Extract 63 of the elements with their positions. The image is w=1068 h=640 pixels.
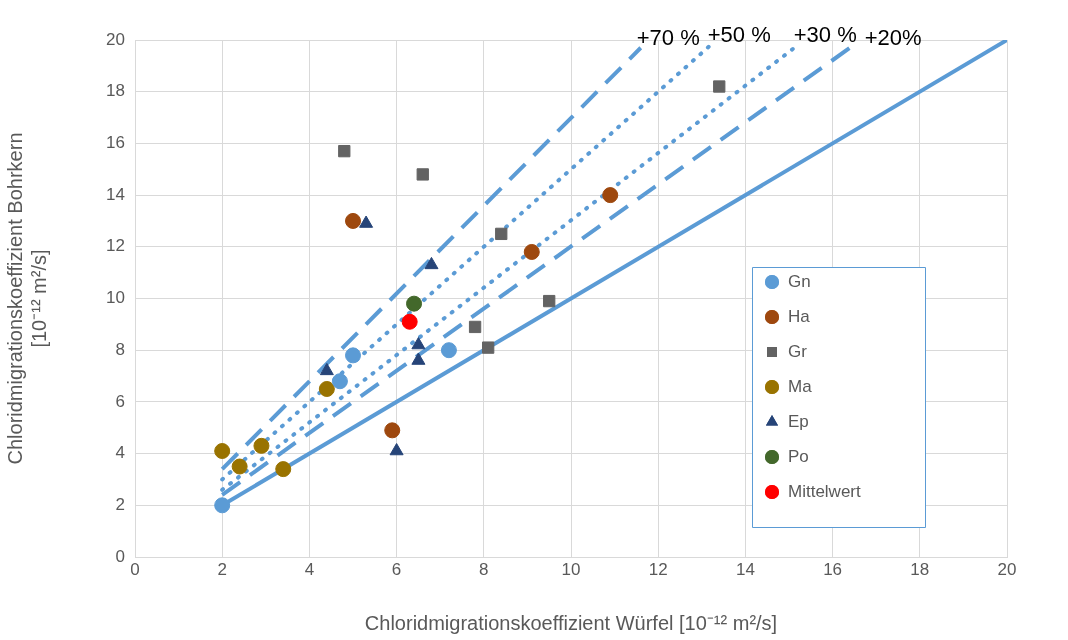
x-tick-label: 18 [910, 559, 930, 579]
x-tick-label: 8 [479, 559, 489, 579]
point [214, 497, 231, 514]
x-tick-label: 6 [391, 559, 402, 579]
annotation: +50 % [707, 22, 771, 48]
point [345, 347, 361, 364]
x-tick-label: 12 [648, 559, 668, 579]
point [253, 437, 270, 454]
x-tick-label: 20 [997, 559, 1017, 579]
point [389, 443, 404, 456]
point [359, 215, 374, 228]
point [602, 187, 619, 204]
y-tick-label: 0 [115, 546, 125, 566]
x-tick-label: 0 [130, 559, 140, 579]
point [416, 168, 429, 181]
point [338, 145, 351, 158]
y-tick-label: 16 [106, 133, 125, 153]
point [713, 80, 726, 93]
point [543, 294, 556, 308]
x-tick-label: 10 [561, 559, 581, 579]
point [319, 362, 334, 376]
y-axis-title: Chloridmigrationskoeffizient Bohrkern [10⁻¹² m²/s] [3, 132, 50, 465]
y-tick-label: 8 [115, 339, 125, 359]
point [523, 243, 540, 260]
y-tick-label: 20 [106, 29, 125, 49]
point [440, 342, 457, 359]
legend-label: Gr [788, 341, 808, 361]
x-tick-label: 16 [823, 559, 843, 579]
legend-label: Gn [788, 271, 811, 291]
annotation: +20% [864, 24, 922, 50]
y-tick-label: 10 [106, 288, 125, 308]
point [318, 380, 335, 397]
y-tick-label: 18 [106, 81, 125, 101]
point [231, 458, 248, 475]
x-tick-label: 14 [735, 559, 755, 579]
legend-label: Po [788, 446, 809, 466]
legend-label: Ep [788, 411, 809, 431]
point [468, 320, 482, 334]
point [275, 461, 292, 478]
legend-label: Ma [788, 376, 813, 396]
y-tick-label: 12 [106, 236, 125, 256]
point [345, 212, 361, 229]
point [411, 337, 426, 350]
point [406, 295, 423, 312]
point [424, 256, 439, 270]
point [331, 373, 348, 390]
x-axis-title: Chloridmigrationskoeffizient Würfel [10⁻¹² m²/s] [364, 611, 778, 634]
point [411, 352, 426, 365]
point [214, 443, 231, 460]
y-tick-label: 6 [115, 391, 125, 411]
legend-label: Mittelwert [788, 481, 862, 501]
annotation: +70 % [636, 24, 700, 50]
point [384, 422, 401, 439]
x-tick-label: 4 [304, 559, 315, 579]
y-tick-label: 4 [115, 443, 125, 463]
point [495, 227, 508, 241]
annotation: +30 % [793, 22, 857, 48]
y-tick-label: 14 [106, 184, 125, 204]
legend-label: Ha [788, 306, 811, 326]
y-tick-label: 2 [115, 494, 125, 514]
x-tick-label: 2 [217, 559, 227, 579]
point [482, 341, 495, 354]
point [401, 313, 418, 330]
